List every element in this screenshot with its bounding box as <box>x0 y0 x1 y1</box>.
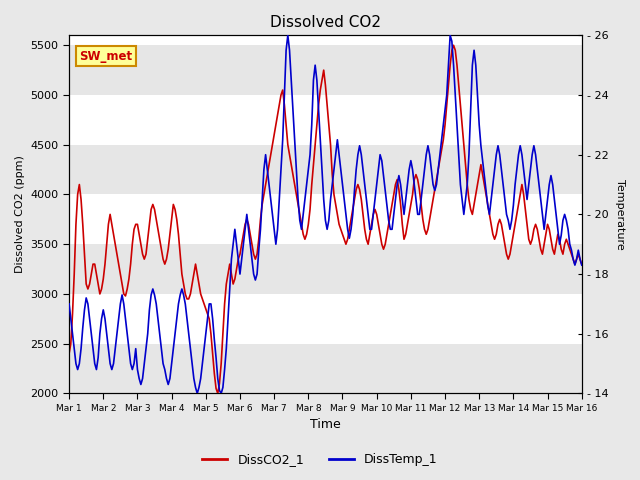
Bar <box>69 344 582 394</box>
Bar <box>69 244 582 294</box>
Text: SW_met: SW_met <box>79 49 132 63</box>
Legend: DissCO2_1, DissTemp_1: DissCO2_1, DissTemp_1 <box>197 448 443 471</box>
X-axis label: Time: Time <box>310 419 340 432</box>
Title: Dissolved CO2: Dissolved CO2 <box>270 15 381 30</box>
Bar <box>69 145 582 194</box>
Y-axis label: Temperature: Temperature <box>615 179 625 250</box>
Bar <box>69 45 582 95</box>
Y-axis label: Dissolved CO2 (ppm): Dissolved CO2 (ppm) <box>15 156 25 273</box>
